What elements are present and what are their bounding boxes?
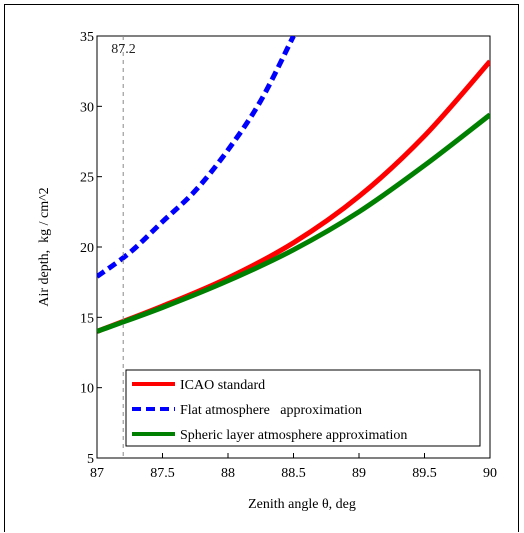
series-icao-standard xyxy=(97,59,490,334)
annotation-layer: 87.2 xyxy=(111,36,136,458)
x-tick-label: 88 xyxy=(221,466,235,481)
x-axis-label: Zenith angle θ, deg xyxy=(248,497,356,512)
y-tick-label: 10 xyxy=(80,382,94,397)
legend-box xyxy=(125,369,481,447)
chart-frame xyxy=(4,4,519,532)
y-tick-label: 5 xyxy=(87,452,94,467)
y-tick-label: 25 xyxy=(80,171,94,186)
y-tick-label: 35 xyxy=(80,30,94,45)
series-layer xyxy=(97,36,490,334)
x-tick-label: 89 xyxy=(352,466,366,481)
y-axis-label: Air depth, kg / cm^2 xyxy=(37,187,52,306)
series-spheric-layer xyxy=(97,112,490,334)
legend-label-icao: ICAO standard xyxy=(180,378,265,393)
x-tick-label: 90 xyxy=(483,466,497,481)
x-tick-label: 87.5 xyxy=(150,466,175,481)
series-flat-atmosphere xyxy=(97,36,296,279)
axes-layer: 87 87.5 88 88.5 89 89.5 90 5 10 15 20 25 30 35 xyxy=(80,30,497,481)
y-tick-label: 20 xyxy=(80,241,94,256)
x-tick-label: 87 xyxy=(90,466,104,481)
legend-label-spheric: Spheric layer atmosphere approximation xyxy=(180,428,407,443)
annotation-label: 87.2 xyxy=(111,42,136,57)
x-tick-label: 89.5 xyxy=(412,466,437,481)
y-tick-label: 15 xyxy=(80,311,94,326)
legend: ICAO standard Flat atmosphere approximat… xyxy=(125,369,481,447)
legend-label-flat: Flat atmosphere approximation xyxy=(180,403,362,418)
y-tick-label: 30 xyxy=(80,100,94,115)
x-tick-label: 88.5 xyxy=(281,466,306,481)
